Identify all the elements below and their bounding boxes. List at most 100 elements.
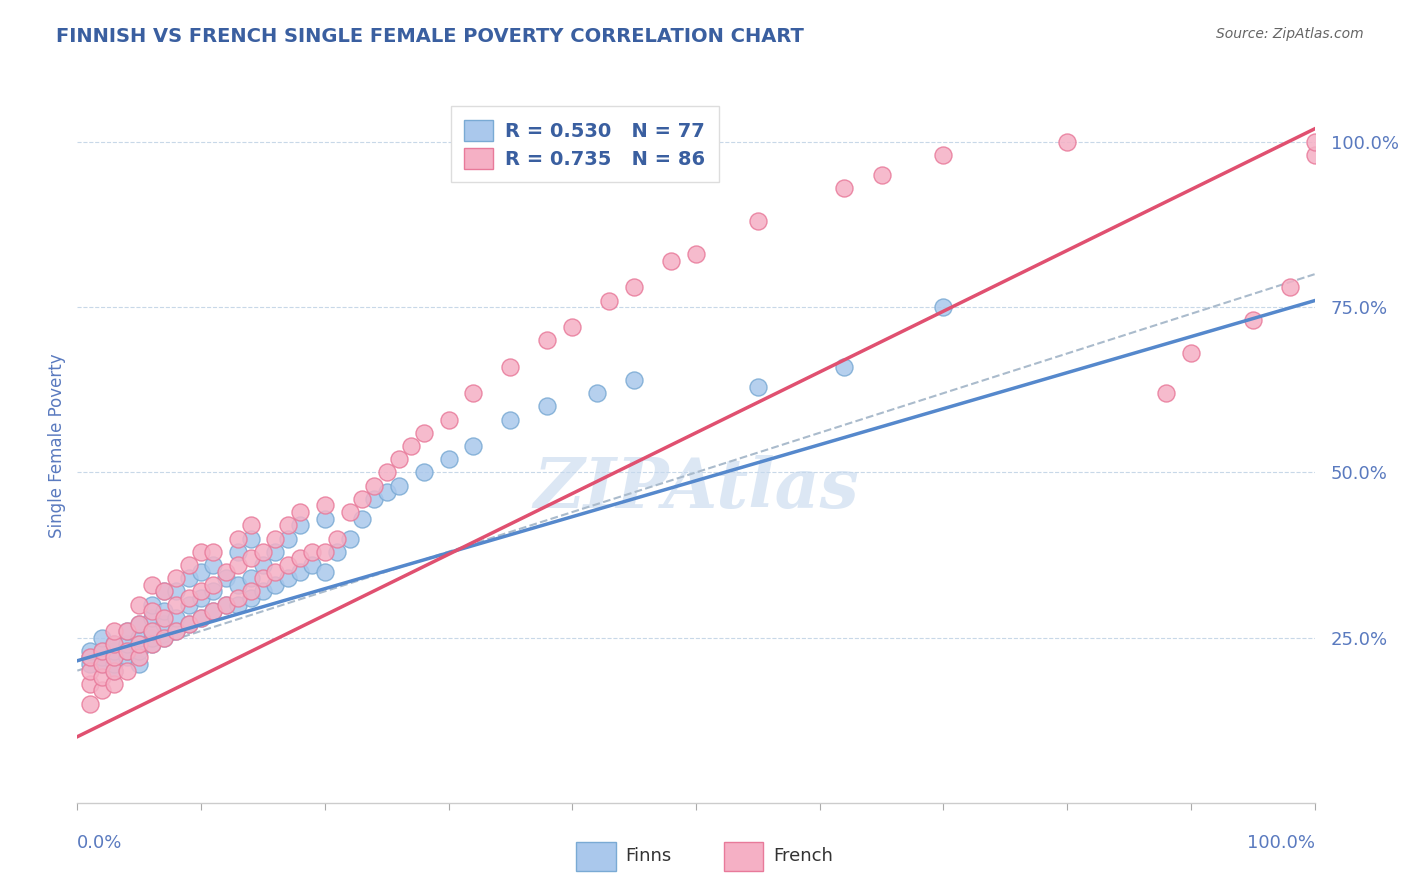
Point [165, 571, 187, 585]
Point [115, 624, 138, 638]
Point [128, 657, 150, 671]
Point [153, 584, 176, 599]
Point [401, 439, 423, 453]
Point [165, 598, 187, 612]
Point [190, 611, 212, 625]
Point [91, 670, 114, 684]
Point [190, 611, 212, 625]
Point [115, 624, 138, 638]
Point [141, 624, 163, 638]
Point [314, 511, 336, 525]
Point [623, 280, 645, 294]
Point [103, 637, 125, 651]
Point [115, 644, 138, 658]
Point [239, 591, 262, 605]
Point [103, 657, 125, 671]
Point [128, 631, 150, 645]
Point [870, 168, 893, 182]
Point [1303, 148, 1326, 162]
Point [277, 571, 299, 585]
Point [363, 491, 385, 506]
Point [339, 505, 361, 519]
Point [277, 558, 299, 572]
Text: FINNISH VS FRENCH SINGLE FEMALE POVERTY CORRELATION CHART: FINNISH VS FRENCH SINGLE FEMALE POVERTY … [56, 27, 804, 45]
Point [314, 545, 336, 559]
Point [128, 617, 150, 632]
Point [165, 624, 187, 638]
Point [215, 565, 238, 579]
Point [177, 617, 200, 632]
Text: 0.0%: 0.0% [77, 834, 122, 852]
Point [190, 591, 212, 605]
Point [165, 624, 187, 638]
Point [747, 379, 769, 393]
Point [226, 558, 249, 572]
Point [264, 578, 287, 592]
Point [350, 511, 373, 525]
Point [115, 664, 138, 678]
Point [239, 571, 262, 585]
Point [226, 591, 249, 605]
Point [79, 657, 101, 671]
Point [339, 532, 361, 546]
Point [115, 644, 138, 658]
Point [463, 386, 485, 401]
Point [79, 650, 101, 665]
Point [363, 478, 385, 492]
Point [412, 466, 434, 480]
Point [202, 584, 225, 599]
Point [314, 565, 336, 579]
Point [598, 293, 620, 308]
Point [264, 545, 287, 559]
Point [437, 452, 460, 467]
Point [388, 452, 411, 467]
Point [326, 545, 349, 559]
Point [277, 518, 299, 533]
Point [103, 664, 125, 678]
Point [932, 300, 955, 314]
Point [202, 604, 225, 618]
Point [277, 532, 299, 546]
Point [536, 400, 558, 414]
Point [128, 617, 150, 632]
Point [586, 386, 609, 401]
Point [141, 578, 163, 592]
Point [412, 425, 434, 440]
Point [202, 558, 225, 572]
Point [499, 412, 522, 426]
Point [103, 637, 125, 651]
Point [226, 598, 249, 612]
Point [623, 373, 645, 387]
Point [103, 644, 125, 658]
Point [747, 214, 769, 228]
Point [350, 491, 373, 506]
Point [239, 551, 262, 566]
Point [91, 650, 114, 665]
Point [190, 565, 212, 579]
Point [301, 558, 323, 572]
Point [165, 611, 187, 625]
Point [326, 532, 349, 546]
Point [177, 558, 200, 572]
Point [288, 518, 311, 533]
Point [375, 485, 398, 500]
Point [659, 254, 682, 268]
Point [128, 637, 150, 651]
Point [252, 584, 274, 599]
Point [375, 466, 398, 480]
Point [153, 631, 176, 645]
Point [153, 631, 176, 645]
Point [190, 584, 212, 599]
Point [1180, 346, 1202, 360]
Point [1056, 135, 1078, 149]
Point [215, 598, 238, 612]
Point [215, 598, 238, 612]
Text: French: French [773, 847, 834, 865]
Point [141, 637, 163, 651]
Point [834, 359, 856, 374]
Point [226, 545, 249, 559]
Point [252, 545, 274, 559]
Point [115, 637, 138, 651]
Point [177, 571, 200, 585]
Point [314, 499, 336, 513]
